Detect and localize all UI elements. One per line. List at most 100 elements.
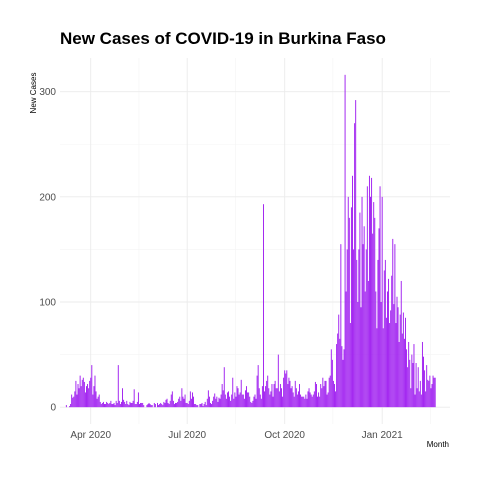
bar (306, 398, 308, 408)
bar (206, 398, 208, 408)
bar (434, 377, 436, 408)
bar (339, 338, 341, 408)
bar (241, 394, 243, 408)
bar (267, 375, 269, 408)
bar (399, 314, 401, 408)
bar (150, 405, 152, 408)
bar (307, 391, 309, 408)
bar (176, 402, 178, 408)
bar (390, 310, 392, 408)
bar (125, 404, 127, 408)
bar (319, 396, 321, 408)
y-tick-label: 0 (50, 403, 56, 414)
bar (238, 394, 240, 408)
bar (73, 396, 75, 408)
bar (250, 401, 252, 408)
bar (329, 375, 331, 408)
bar (429, 375, 431, 408)
bar (326, 394, 328, 408)
bar (182, 396, 184, 408)
bar (331, 359, 333, 408)
bar (388, 278, 390, 408)
bar (140, 402, 142, 408)
bar (405, 317, 406, 408)
bar (373, 202, 375, 408)
bar (263, 204, 264, 408)
bar (196, 405, 198, 408)
bar (346, 249, 348, 408)
bar (343, 349, 345, 408)
bar (249, 396, 251, 408)
bar (313, 391, 315, 408)
bar (387, 291, 388, 408)
bar (414, 394, 416, 408)
bar (88, 388, 90, 408)
bar (244, 390, 246, 408)
bar (143, 405, 145, 408)
bar (269, 394, 271, 408)
bar (391, 275, 393, 408)
bar (215, 398, 217, 408)
bar (172, 400, 174, 408)
bar (72, 397, 74, 408)
bar (403, 338, 405, 408)
bar (330, 349, 332, 408)
bar (402, 312, 404, 408)
bar (106, 401, 108, 408)
bar (224, 394, 226, 408)
bar (362, 244, 364, 408)
bar (226, 392, 228, 408)
bar (325, 380, 327, 408)
bar (236, 386, 238, 408)
bar (395, 323, 397, 408)
bar (352, 175, 353, 408)
bar (309, 392, 311, 408)
bar (188, 400, 190, 408)
bar (289, 380, 291, 408)
bar (315, 384, 317, 408)
bar (231, 394, 233, 408)
bar (139, 404, 140, 408)
bar (207, 390, 209, 408)
bar (276, 388, 278, 408)
bar (334, 384, 335, 408)
bar (253, 396, 255, 408)
bar (344, 74, 346, 408)
bar (157, 402, 158, 408)
bar (275, 388, 277, 408)
bar (133, 389, 135, 408)
bar (410, 388, 412, 408)
bar (219, 398, 221, 408)
bar (71, 394, 73, 408)
bar (153, 402, 155, 408)
bar (165, 399, 167, 408)
bar (361, 196, 363, 408)
bar (272, 396, 274, 408)
bar (77, 384, 79, 408)
bar (109, 402, 111, 408)
bar (360, 307, 362, 408)
bar (340, 244, 342, 408)
bar (70, 404, 72, 408)
bar (301, 396, 303, 408)
bar (411, 354, 413, 408)
bar (162, 405, 164, 408)
bar (323, 386, 325, 408)
bar (359, 212, 361, 408)
bar (122, 388, 123, 408)
bar (279, 384, 281, 408)
bar (173, 404, 175, 408)
bar (127, 404, 129, 408)
bar (92, 394, 94, 408)
bar (421, 341, 423, 408)
bar (320, 384, 322, 408)
bar (128, 405, 130, 408)
bar (80, 386, 82, 408)
bar (258, 388, 260, 408)
bar (171, 391, 173, 408)
bar (216, 396, 218, 408)
bar (203, 404, 205, 408)
bar (376, 328, 378, 408)
bar (243, 398, 245, 408)
bar (251, 402, 253, 408)
